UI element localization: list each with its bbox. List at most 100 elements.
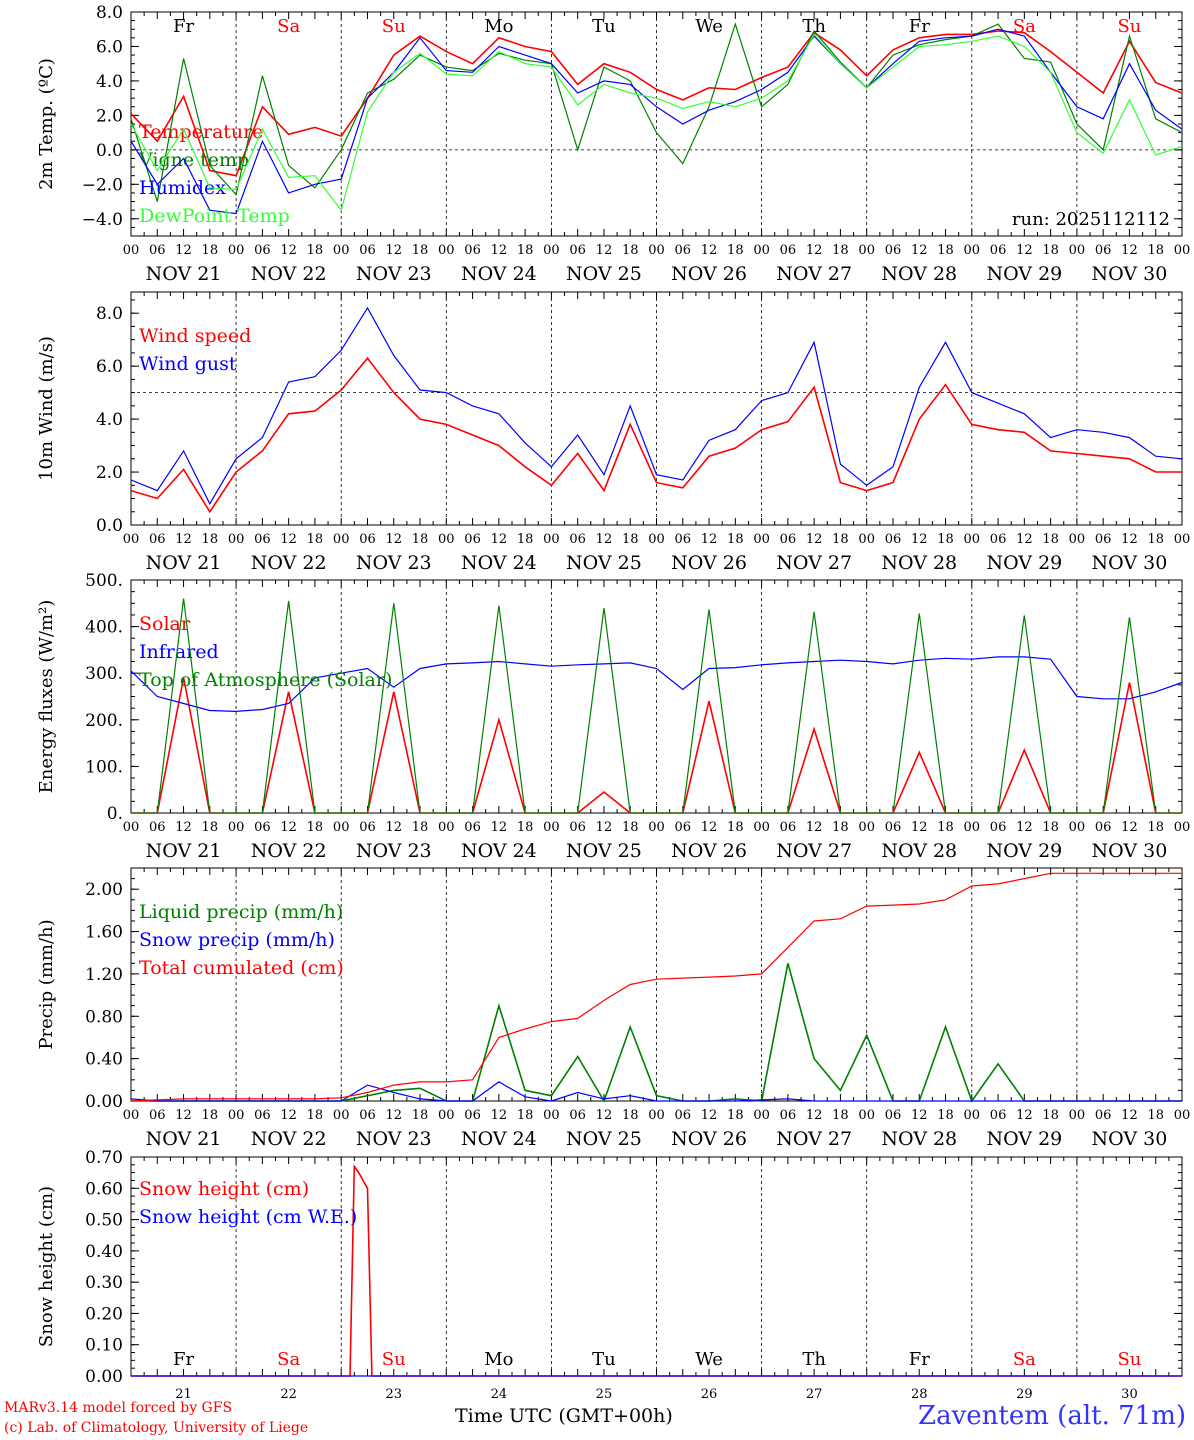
date-label: NOV 28 (881, 1128, 957, 1150)
hour-tick-label: 12 (701, 820, 718, 835)
hour-tick-label: 00 (858, 1108, 875, 1123)
hour-tick-label: 12 (280, 820, 297, 835)
date-label: NOV 30 (1092, 1128, 1168, 1150)
hour-tick-label: 06 (254, 1108, 271, 1123)
y-tick-label: −4.0 (82, 210, 123, 230)
weekday-label: We (695, 1349, 723, 1370)
hour-tick-label: 12 (911, 1108, 928, 1123)
hour-tick-label: 00 (1174, 243, 1191, 258)
series-line-total-cumulated-cm- (130, 872, 1182, 1102)
weekday-label: Tu (592, 1349, 616, 1370)
hour-tick-label: 00 (123, 243, 140, 258)
y-tick-label: −2.0 (82, 175, 123, 195)
legend-entry: Snow precip (mm/h) (139, 929, 335, 951)
hour-tick-label: 00 (123, 1108, 140, 1123)
y-tick-label: 400. (85, 618, 123, 638)
hour-tick-label: 18 (517, 1108, 534, 1123)
hour-tick-label: 06 (885, 243, 902, 258)
legend-entry: Snow height (cm) (139, 1178, 309, 1200)
y-tick-label: 100. (85, 757, 123, 777)
hour-tick-label: 06 (569, 820, 586, 835)
day-number-label: 29 (1016, 1387, 1033, 1402)
hour-tick-label: 18 (622, 532, 639, 547)
y-axis-label: 10m Wind (m/s) (36, 336, 57, 481)
hour-tick-label: 06 (1095, 1108, 1112, 1123)
y-axis-label: Precip (mm/h) (36, 919, 57, 1049)
hour-tick-label: 00 (543, 1108, 560, 1123)
y-tick-label: 4.0 (96, 72, 123, 92)
y-tick-label: 0.00 (85, 1092, 123, 1112)
weekday-label: Fr (909, 16, 930, 37)
day-number-label: 30 (1121, 1387, 1138, 1402)
weekday-label: Sa (1013, 1349, 1036, 1370)
date-label: NOV 24 (461, 263, 537, 285)
weekday-label: Th (802, 1349, 826, 1370)
hour-tick-label: 00 (753, 243, 770, 258)
hour-tick-label: 06 (569, 243, 586, 258)
date-label: NOV 25 (566, 840, 642, 862)
hour-tick-label: 18 (1147, 1108, 1164, 1123)
hour-tick-label: 18 (517, 532, 534, 547)
hour-tick-label: 06 (254, 532, 271, 547)
y-tick-label: 8.0 (96, 304, 123, 324)
hour-tick-label: 00 (648, 243, 665, 258)
y-tick-label: 500. (85, 571, 123, 591)
date-label: NOV 21 (146, 263, 222, 285)
hour-tick-label: 06 (990, 532, 1007, 547)
hour-tick-label: 12 (596, 820, 613, 835)
hour-tick-label: 12 (280, 1108, 297, 1123)
date-label: NOV 26 (671, 552, 747, 574)
hour-tick-label: 00 (753, 532, 770, 547)
hour-tick-label: 12 (385, 820, 402, 835)
hour-tick-label: 18 (202, 243, 219, 258)
hour-tick-label: 12 (596, 532, 613, 547)
hour-tick-label: 12 (806, 820, 823, 835)
hour-tick-label: 00 (438, 1108, 455, 1123)
weekday-label: Sa (1013, 16, 1036, 37)
y-tick-label: 0.30 (85, 1273, 123, 1293)
hour-tick-label: 18 (307, 820, 324, 835)
hour-tick-label: 00 (1069, 820, 1086, 835)
hour-tick-label: 06 (569, 1108, 586, 1123)
day-number-label: 22 (280, 1387, 297, 1402)
day-number-label: 27 (806, 1387, 823, 1402)
hour-tick-label: 18 (412, 820, 429, 835)
hour-tick-label: 06 (464, 532, 481, 547)
hour-tick-label: 18 (202, 1108, 219, 1123)
series-line-wind-speed (130, 356, 1182, 514)
date-label: NOV 25 (566, 1128, 642, 1150)
hour-tick-label: 18 (832, 532, 849, 547)
y-tick-label: 8.0 (96, 3, 123, 23)
series-line-dewpoint-temp (130, 33, 1183, 212)
y-tick-label: 0.40 (85, 1050, 123, 1070)
weekday-label: Mo (484, 16, 513, 37)
legend-entry: Liquid precip (mm/h) (139, 901, 343, 923)
date-label: NOV 29 (986, 263, 1062, 285)
hour-tick-label: 18 (832, 1108, 849, 1123)
day-number-label: 23 (385, 1387, 402, 1402)
y-axis-label: 2m Temp. (ºC) (36, 58, 57, 190)
hour-tick-label: 00 (858, 532, 875, 547)
series-line-humidex (130, 28, 1183, 215)
hour-tick-label: 18 (832, 243, 849, 258)
hour-tick-label: 06 (990, 243, 1007, 258)
hour-tick-label: 06 (780, 243, 797, 258)
hour-tick-label: 00 (964, 1108, 981, 1123)
hour-tick-label: 06 (464, 243, 481, 258)
date-label: NOV 29 (986, 1128, 1062, 1150)
hour-tick-label: 12 (491, 1108, 508, 1123)
day-number-label: 26 (701, 1387, 718, 1402)
hour-tick-label: 00 (228, 820, 245, 835)
hour-tick-label: 00 (228, 1108, 245, 1123)
hour-tick-label: 00 (1069, 243, 1086, 258)
date-label: NOV 29 (986, 552, 1062, 574)
hour-tick-label: 12 (280, 532, 297, 547)
hour-tick-label: 06 (569, 532, 586, 547)
hour-tick-label: 00 (123, 532, 140, 547)
hour-tick-label: 18 (727, 820, 744, 835)
date-label: NOV 30 (1092, 263, 1168, 285)
hour-tick-label: 06 (990, 820, 1007, 835)
hour-tick-label: 00 (333, 243, 350, 258)
y-tick-label: 0.20 (85, 1304, 123, 1324)
y-tick-label: 0.80 (85, 1007, 123, 1027)
